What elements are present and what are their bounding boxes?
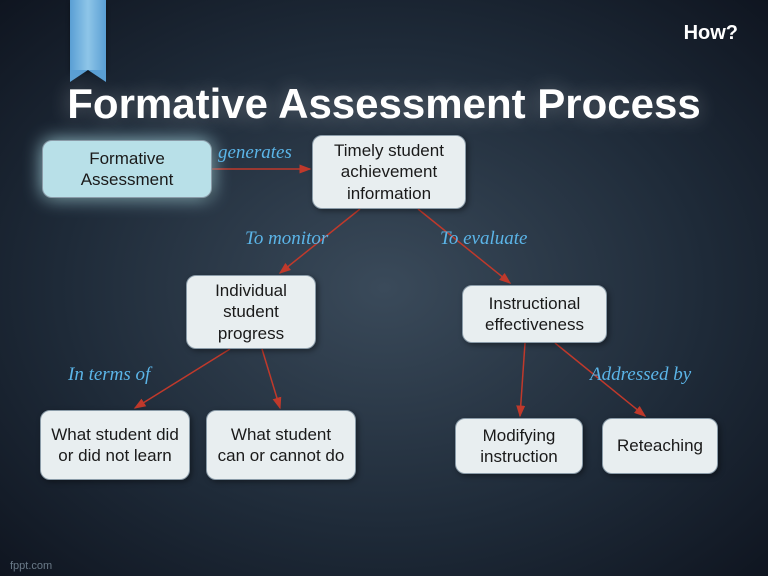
edge-label: To monitor xyxy=(245,228,328,250)
flowchart-node-n2: Timely student achievement information xyxy=(312,135,466,209)
edge-label: generates xyxy=(218,142,292,164)
watermark: fppt.com xyxy=(10,560,52,572)
flowchart-node-n8: Reteaching xyxy=(602,418,718,474)
flowchart-node-n5: What student did or did not learn xyxy=(40,410,190,480)
edge-label: To evaluate xyxy=(440,228,527,250)
edge-label: In terms of xyxy=(68,364,150,386)
page-title: Formative Assessment Process xyxy=(0,80,768,128)
ribbon-decoration xyxy=(70,0,106,70)
flowchart-node-n7: Modifying instruction xyxy=(455,418,583,474)
edge-label: Addressed by xyxy=(590,364,691,386)
flowchart-node-n4: Instructional effectiveness xyxy=(462,285,607,343)
corner-label: How? xyxy=(684,22,738,45)
flowchart-node-n6: What student can or cannot do xyxy=(206,410,356,480)
flowchart-node-n1: Formative Assessment xyxy=(42,140,212,198)
flowchart-node-n3: Individual student progress xyxy=(186,275,316,349)
